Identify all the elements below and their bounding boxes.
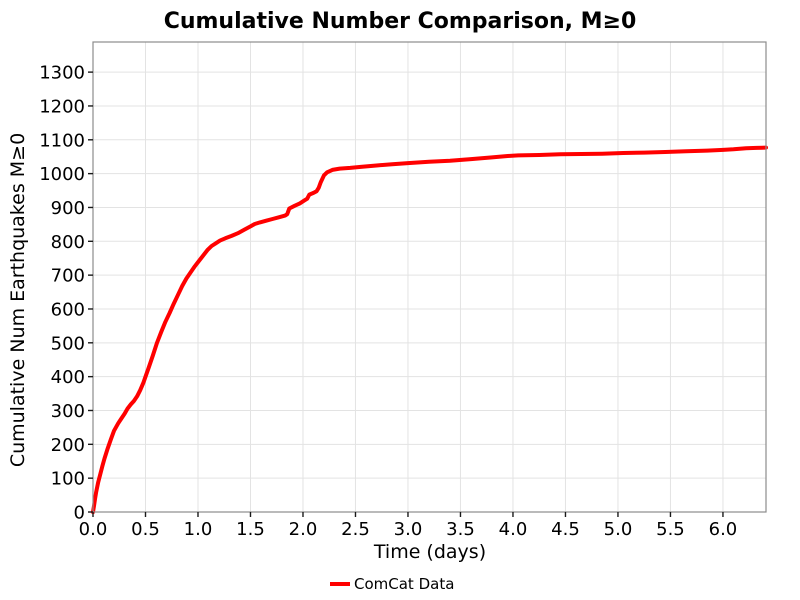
- x-tick-label: 4.0: [499, 519, 528, 540]
- y-tick-label: 400: [51, 367, 85, 388]
- x-tick-label: 2.5: [341, 519, 370, 540]
- y-tick-label: 600: [51, 299, 85, 320]
- y-tick-label: 700: [51, 266, 85, 287]
- x-tick-label: 3.0: [394, 519, 423, 540]
- x-tick-label: 4.5: [551, 519, 580, 540]
- x-tick-label: 0.0: [79, 519, 108, 540]
- data-series: [91, 145, 768, 514]
- x-axis-label: Time (days): [373, 541, 486, 563]
- x-tick-label: 1.0: [184, 519, 213, 540]
- x-tick-label: 1.5: [236, 519, 265, 540]
- y-axis-tick-labels: 0 100 200 300 400 500 600 700 800 900 1000 1100 1200…: [39, 63, 85, 524]
- x-axis-tick-labels: 0.0 0.5 1.0 1.5 2.0 2.5 3.0 3.5 4.0 4.5 5.0 5.5 6.0: [79, 519, 738, 540]
- x-tick-label: 2.0: [289, 519, 318, 540]
- y-tick-label: 800: [51, 232, 85, 253]
- y-tick-label: 900: [51, 198, 85, 219]
- legend: ComCat Data: [330, 575, 454, 593]
- chart-title: Cumulative Number Comparison, M≥0: [164, 9, 637, 34]
- axis-ticks: [88, 71, 724, 517]
- legend-label: ComCat Data: [354, 575, 454, 593]
- y-tick-label: 1300: [39, 63, 85, 84]
- y-tick-label: 1100: [39, 130, 85, 151]
- y-tick-label: 1200: [39, 96, 85, 117]
- data-line-comcat-data: [91, 145, 768, 514]
- y-axis-label: Cumulative Num Earthquakes M≥0: [7, 133, 29, 467]
- y-tick-label: 100: [51, 469, 85, 490]
- y-tick-label: 300: [51, 401, 85, 422]
- x-tick-label: 5.5: [656, 519, 685, 540]
- x-tick-label: 0.5: [131, 519, 160, 540]
- y-tick-label: 200: [51, 435, 85, 456]
- x-tick-label: 6.0: [709, 519, 738, 540]
- y-tick-label: 500: [51, 333, 85, 354]
- x-tick-label: 3.5: [446, 519, 475, 540]
- plot-panel-border: [92, 41, 767, 513]
- y-tick-label: 1000: [39, 164, 85, 185]
- y-tick-label: 0: [74, 503, 85, 524]
- x-tick-label: 5.0: [604, 519, 633, 540]
